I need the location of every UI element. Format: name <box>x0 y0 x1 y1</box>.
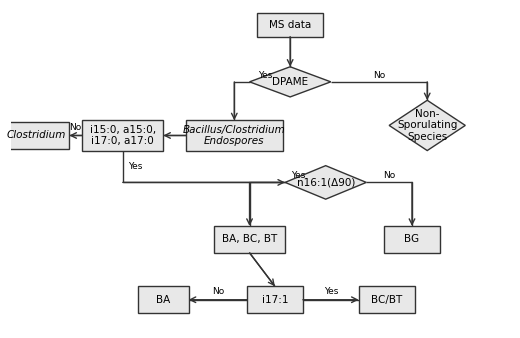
Polygon shape <box>389 100 465 150</box>
FancyBboxPatch shape <box>384 226 440 253</box>
Text: BC/BT: BC/BT <box>371 295 402 305</box>
Text: Yes: Yes <box>128 162 142 171</box>
FancyBboxPatch shape <box>257 13 323 37</box>
FancyBboxPatch shape <box>138 286 189 313</box>
FancyBboxPatch shape <box>186 120 282 150</box>
Text: i15:0, a15:0,
i17:0, a17:0: i15:0, a15:0, i17:0, a17:0 <box>89 125 155 146</box>
Text: Yes: Yes <box>291 171 305 180</box>
Text: i17:1: i17:1 <box>262 295 288 305</box>
Text: No: No <box>383 171 395 180</box>
Text: Yes: Yes <box>257 71 272 80</box>
FancyBboxPatch shape <box>214 226 285 253</box>
Text: DPAME: DPAME <box>272 77 308 87</box>
Text: Yes: Yes <box>323 287 338 296</box>
FancyBboxPatch shape <box>82 120 163 150</box>
Text: MS data: MS data <box>269 20 311 30</box>
Text: BA: BA <box>156 295 171 305</box>
Text: Clostridium: Clostridium <box>7 130 66 141</box>
Text: Bacillus/Clostridium
Endospores: Bacillus/Clostridium Endospores <box>183 125 285 146</box>
Text: No: No <box>70 123 82 131</box>
Text: n16:1(Δ90): n16:1(Δ90) <box>296 177 355 187</box>
Text: BG: BG <box>405 234 420 244</box>
Text: Non-
Sporulating
Species: Non- Sporulating Species <box>397 109 458 142</box>
FancyBboxPatch shape <box>3 122 69 149</box>
Text: No: No <box>212 287 224 296</box>
Text: BA, BC, BT: BA, BC, BT <box>222 234 277 244</box>
Polygon shape <box>285 166 366 199</box>
FancyBboxPatch shape <box>359 286 414 313</box>
FancyBboxPatch shape <box>247 286 303 313</box>
Text: No: No <box>373 71 385 80</box>
Polygon shape <box>250 67 331 97</box>
